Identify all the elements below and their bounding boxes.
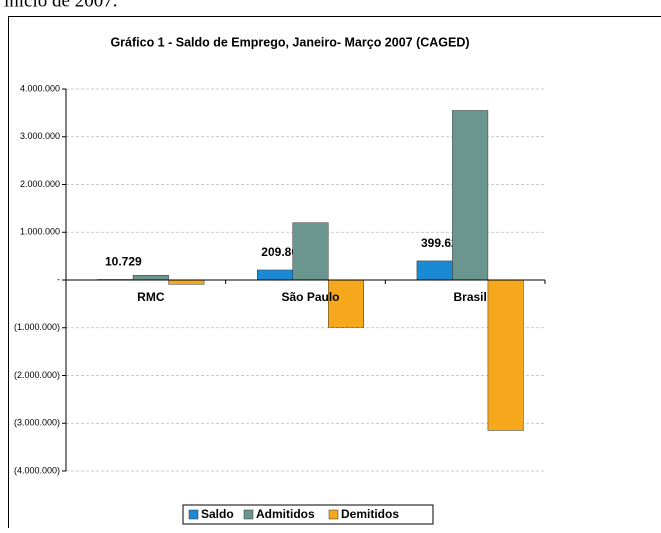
chart-title: Gráfico 1 - Saldo de Emprego, Janeiro- M… xyxy=(110,35,469,49)
y-tick-label: 4.000.000 xyxy=(20,83,60,93)
y-tick-label: (3.000.000) xyxy=(14,418,60,428)
y-tick-label: (4.000.000) xyxy=(14,465,60,475)
bar xyxy=(169,280,205,284)
x-tick-label: RMC xyxy=(137,290,165,304)
y-tick-label: 2.000.000 xyxy=(20,179,60,189)
y-tick-label: 1.000.000 xyxy=(20,227,60,237)
y-tick-label: - xyxy=(57,274,60,284)
x-tick-label: São Paulo xyxy=(281,290,339,304)
value-label: 10.729 xyxy=(105,255,142,269)
bar xyxy=(417,261,453,280)
y-tick-label: 3.000.000 xyxy=(20,131,60,141)
bar xyxy=(452,110,488,280)
legend-label: Saldo xyxy=(201,507,234,521)
bar xyxy=(257,270,293,280)
chart-border xyxy=(9,17,661,529)
bar xyxy=(133,275,169,280)
bar xyxy=(488,280,523,430)
x-tick-label: Brasil xyxy=(453,290,486,304)
legend-swatch xyxy=(329,510,338,519)
page-text: início de 2007. xyxy=(4,0,117,11)
y-tick-label: (1.000.000) xyxy=(14,322,60,332)
bar xyxy=(293,223,329,280)
legend-swatch xyxy=(189,510,198,519)
legend-label: Admitidos xyxy=(256,507,315,521)
y-tick-label: (2.000.000) xyxy=(14,370,60,380)
legend-swatch xyxy=(244,510,253,519)
legend-label: Demitidos xyxy=(341,507,399,521)
